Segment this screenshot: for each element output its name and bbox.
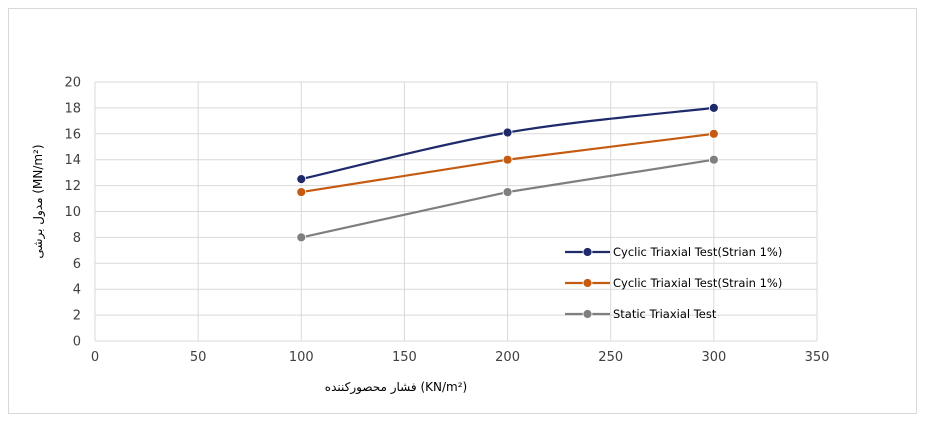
y-axis-title: مدول برشی (MN/m²) (31, 144, 46, 258)
data-point (502, 187, 513, 197)
legend-marker (582, 278, 593, 288)
x-tick-label: 250 (598, 350, 623, 365)
data-point (708, 103, 719, 113)
x-tick-label: 150 (392, 350, 417, 365)
legend-label: Cyclic Triaxial Test(Strian 1%) (613, 245, 782, 259)
data-point (708, 128, 719, 139)
x-tick-label: 100 (289, 350, 314, 365)
legend: Cyclic Triaxial Test(Strian 1%) Cyclic Tr… (565, 245, 782, 321)
series-group (296, 103, 719, 243)
y-tick-label: 2 (73, 309, 81, 324)
x-tick-label: 0 (91, 350, 99, 365)
y-axis-ticks: 0 2 4 6 8 10 12 14 16 18 20 (64, 76, 81, 350)
y-tick-label: 10 (64, 205, 81, 220)
y-tick-label: 8 (73, 231, 81, 246)
legend-label: Static Triaxial Test (613, 307, 717, 321)
gridlines (94, 81, 818, 342)
y-tick-label: 0 (73, 335, 81, 350)
x-axis-ticks: 0 50 100 150 200 250 300 350 (91, 350, 830, 365)
x-axis-title: فشار محصورکننده (KN/m²) (325, 380, 467, 395)
data-point (708, 154, 719, 165)
y-tick-label: 16 (64, 127, 81, 142)
data-point (502, 127, 513, 138)
y-tick-label: 4 (73, 283, 81, 298)
x-tick-label: 200 (495, 350, 520, 365)
data-point (296, 174, 307, 185)
y-tick-label: 14 (64, 153, 81, 168)
y-tick-label: 18 (64, 101, 81, 116)
y-tick-label: 6 (73, 257, 81, 272)
data-point (296, 232, 307, 243)
data-point (296, 187, 307, 197)
legend-label: Cyclic Triaxial Test(Strain 1%) (613, 276, 782, 290)
x-tick-label: 300 (701, 350, 726, 365)
data-point (502, 154, 513, 165)
legend-marker (582, 247, 593, 257)
legend-marker (582, 309, 593, 319)
y-tick-label: 12 (64, 179, 81, 194)
y-tick-label: 20 (64, 76, 81, 91)
x-tick-label: 50 (190, 350, 207, 365)
x-tick-label: 350 (805, 350, 830, 365)
